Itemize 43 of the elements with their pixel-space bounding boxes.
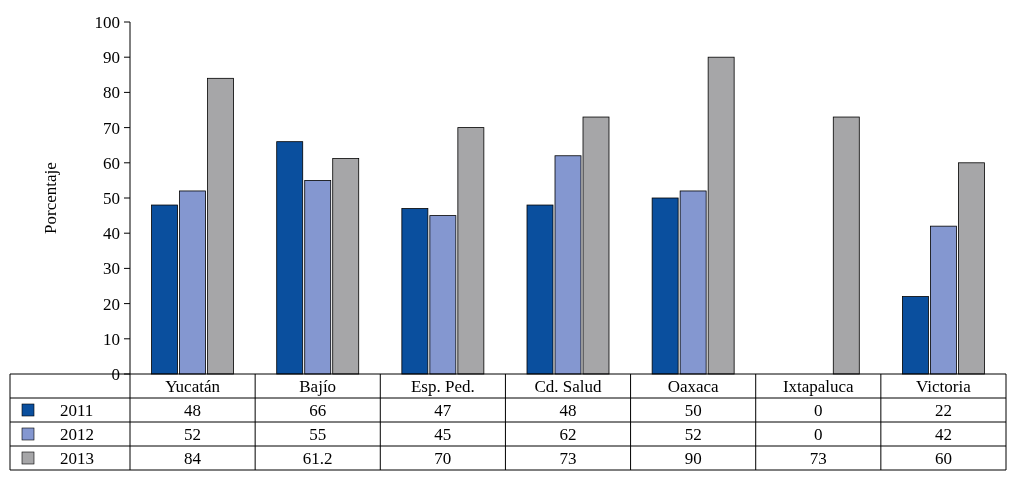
legend-label: 2012	[60, 424, 94, 444]
x-tick-label: Yucatán	[165, 376, 221, 396]
y-tick-label: 90	[103, 48, 120, 68]
data-label: 48	[184, 400, 202, 420]
data-label: 52	[684, 424, 702, 444]
data-label: 0	[814, 424, 823, 444]
data-label: 73	[559, 448, 577, 468]
data-label: 52	[184, 424, 202, 444]
x-tick-label: Ixtapaluca	[782, 376, 855, 396]
data-label: 62	[559, 424, 577, 444]
data-label: 70	[434, 448, 452, 468]
data-label: 47	[434, 400, 452, 420]
data-label: 66	[309, 400, 327, 420]
y-tick-label: 20	[103, 294, 120, 314]
y-tick-label: 70	[103, 118, 120, 138]
y-tick-label: 80	[103, 83, 120, 103]
x-tick-label: Cd. Salud	[534, 376, 603, 396]
legend-label: 2013	[60, 448, 94, 468]
y-tick-label: 30	[103, 259, 120, 279]
data-label: 55	[309, 424, 327, 444]
data-label: 61.2	[302, 448, 333, 468]
data-label: 73	[809, 448, 827, 468]
data-label: 50	[684, 400, 702, 420]
x-tick-label: Victoria	[916, 376, 972, 396]
x-tick-label: Oaxaca	[667, 376, 720, 396]
y-tick-label: 60	[103, 153, 120, 173]
x-tick-label: Esp. Ped.	[410, 376, 475, 396]
data-label: 90	[684, 448, 702, 468]
data-label: 48	[559, 400, 577, 420]
x-tick-label: Bajío	[299, 376, 337, 396]
data-label: 0	[814, 400, 823, 420]
y-tick-label: 50	[103, 188, 120, 208]
y-tick-label: 40	[103, 224, 120, 244]
y-tick-label: 10	[103, 329, 120, 349]
data-label: 22	[934, 400, 952, 420]
data-label: 84	[184, 448, 202, 468]
legend-label: 2011	[60, 400, 94, 420]
data-label: 45	[434, 424, 452, 444]
y-tick-label: 0	[111, 364, 120, 384]
y-axis-title: Porcentaje	[41, 162, 60, 234]
data-label: 60	[934, 448, 952, 468]
data-label: 42	[934, 424, 952, 444]
y-tick-label: 100	[94, 12, 120, 32]
